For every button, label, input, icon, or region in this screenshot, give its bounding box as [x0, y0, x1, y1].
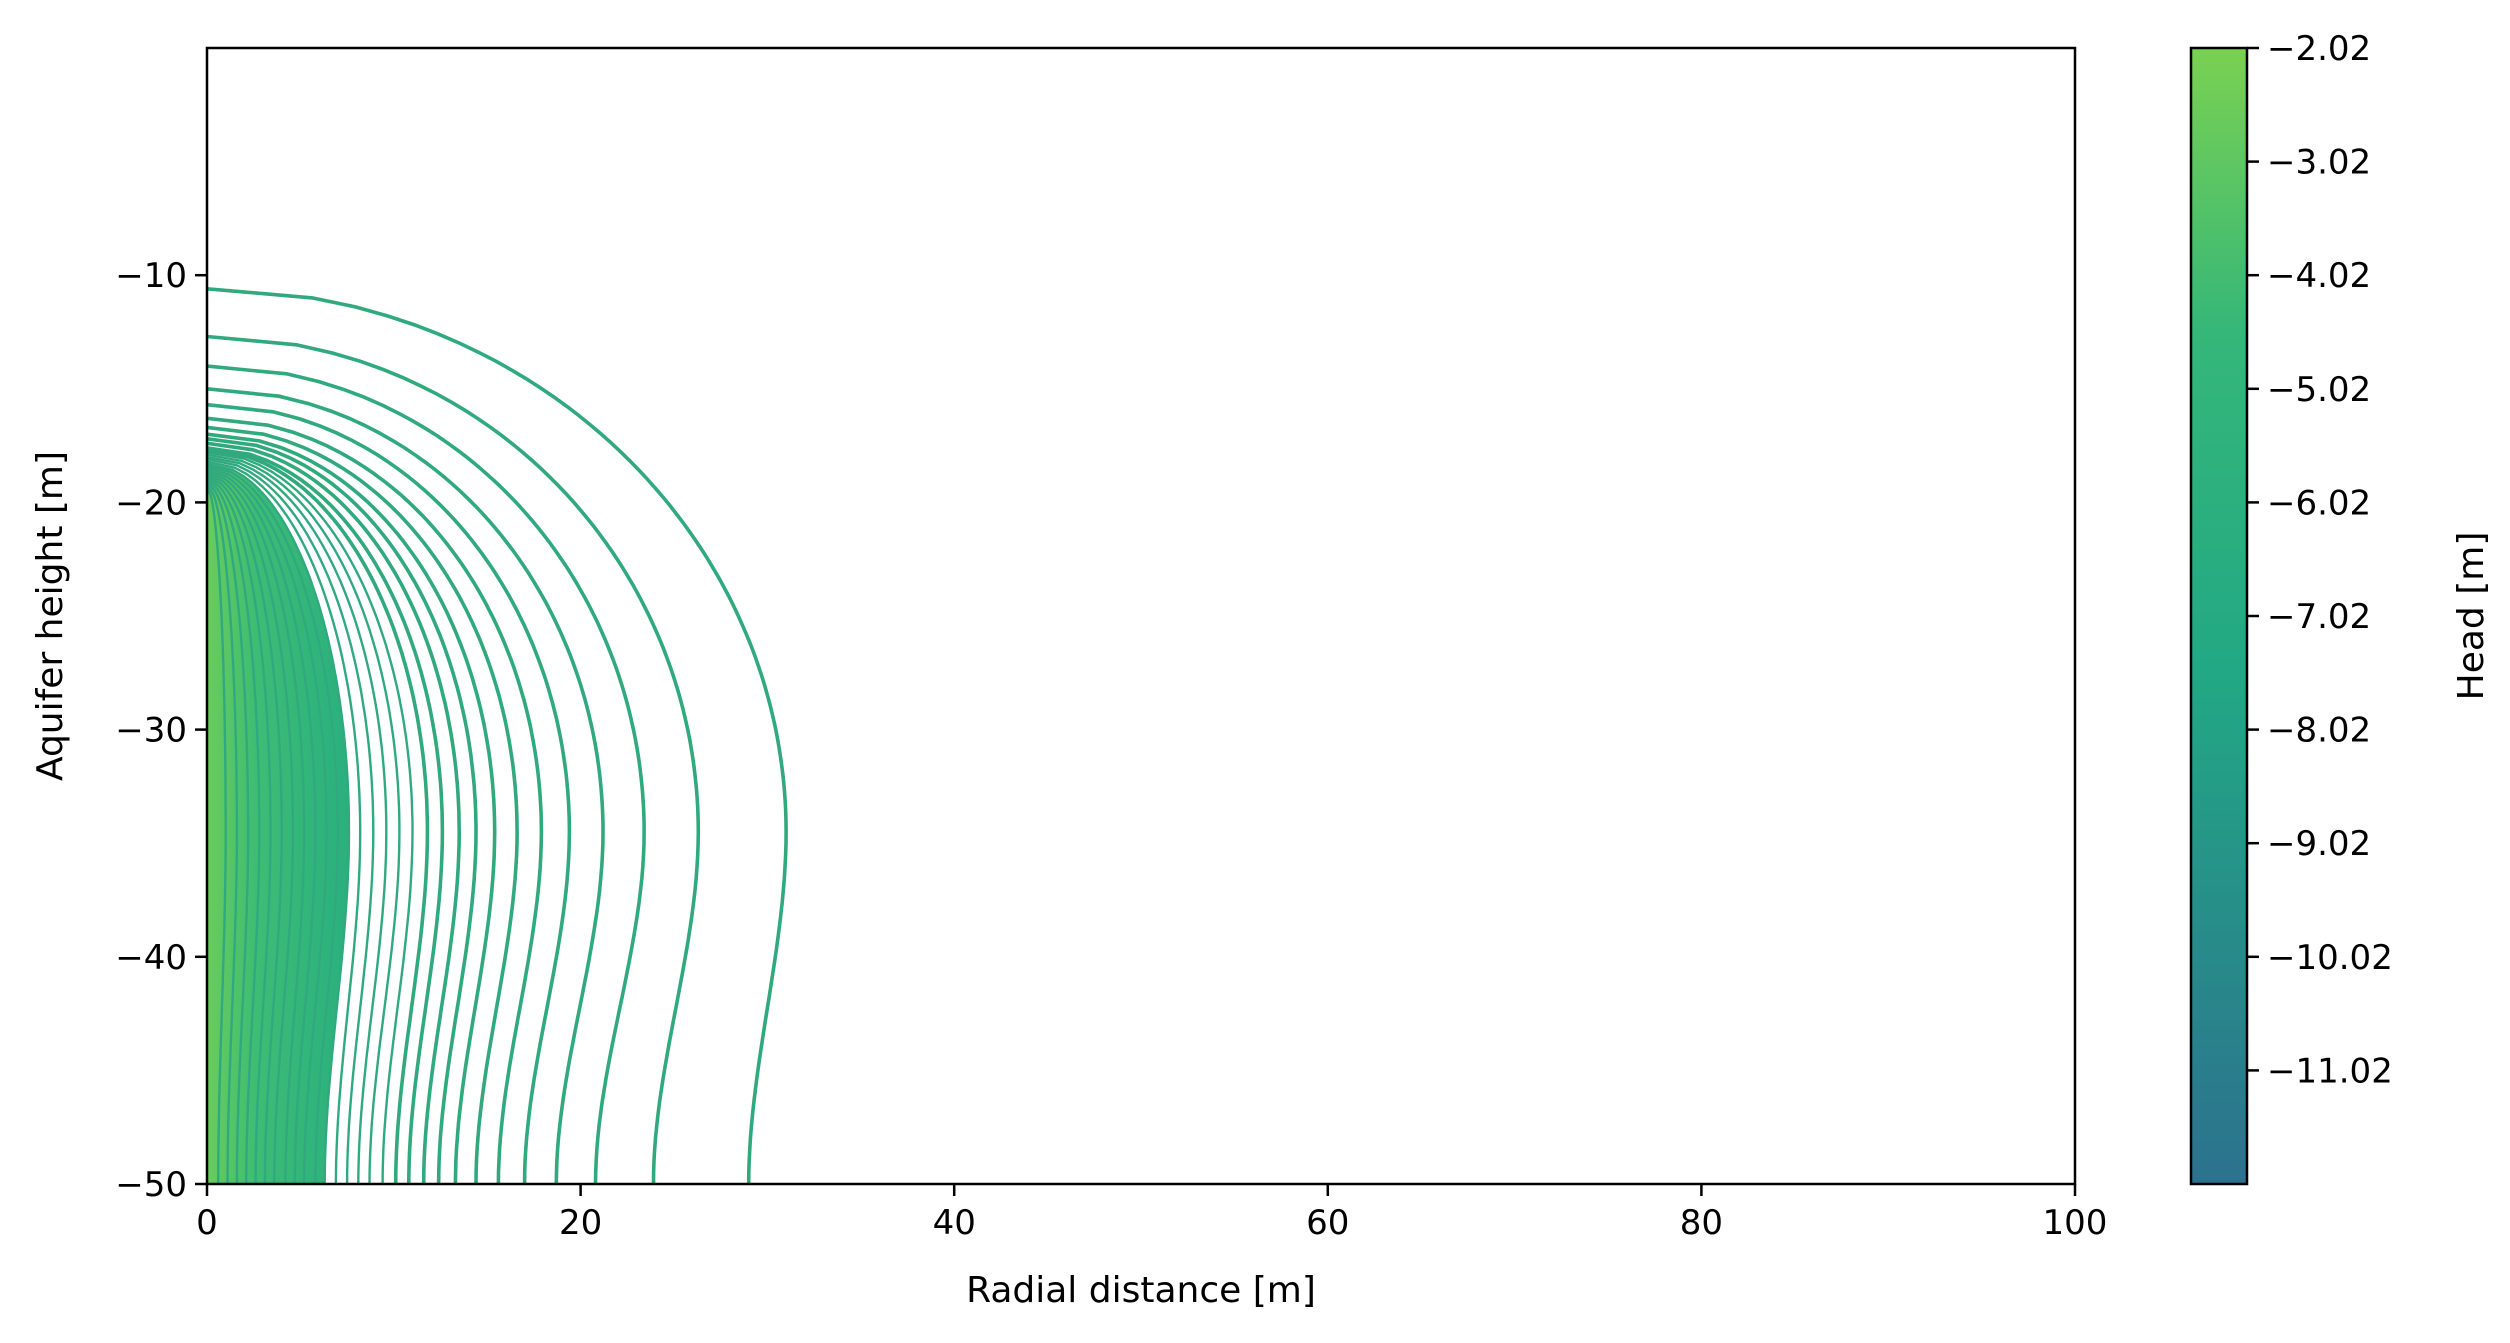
colorbar-label: Head [m]	[2451, 532, 2492, 701]
contour-line	[207, 425, 519, 1184]
x-axis: 0 20 40 60 80 100	[196, 1184, 2107, 1243]
contour-line	[207, 441, 462, 1184]
y-tick-label: −30	[115, 711, 187, 751]
x-tick-label: 80	[1680, 1203, 1723, 1243]
contour-line	[207, 458, 375, 1184]
contour-line	[207, 387, 605, 1184]
contour-line	[207, 402, 572, 1184]
colorbar-tick-label: −6.02	[2267, 483, 2371, 523]
y-tick-label: −50	[115, 1165, 187, 1205]
y-tick-label: −10	[115, 256, 187, 296]
contour-line	[207, 478, 272, 1184]
contour-lines	[207, 287, 788, 1184]
colorbar-tick-label: −2.02	[2267, 29, 2371, 69]
contour-line	[207, 467, 328, 1184]
colorbar-tick-label: −7.02	[2267, 597, 2371, 637]
colorbar: −2.02 −3.02 −4.02 −5.02 −6.02 −7.02 −8.02 −9.02…	[2189, 29, 2492, 1186]
colorbar-tick-label: −9.02	[2267, 824, 2371, 864]
plot-frame	[205, 46, 2077, 1186]
contour-line	[207, 432, 497, 1184]
colorbar-tick-label: −3.02	[2267, 143, 2371, 183]
contour-line	[207, 437, 478, 1184]
contour-line	[207, 471, 306, 1184]
y-axis: −10 −20 −30 −40 −50	[115, 256, 207, 1205]
colorbar-tick-label: −11.02	[2267, 1051, 2393, 1091]
contour-line	[207, 451, 414, 1184]
contour-line	[207, 364, 646, 1184]
contour-line	[207, 476, 283, 1184]
contour-line	[207, 480, 261, 1184]
contour-line	[207, 485, 239, 1184]
colorbar-gradient	[2189, 46, 2249, 1186]
contour-line	[207, 448, 430, 1184]
contour-line	[207, 460, 362, 1184]
contour-line	[207, 464, 340, 1184]
contour-line	[207, 287, 788, 1184]
colorbar-tick-label: −4.02	[2267, 256, 2371, 296]
y-tick-label: −20	[115, 483, 187, 523]
contour-line	[207, 462, 351, 1184]
y-axis-label: Aquifer height [m]	[30, 451, 71, 781]
x-axis-label: Radial distance [m]	[966, 1270, 1316, 1311]
contour-line	[207, 469, 317, 1184]
contour-line	[207, 488, 227, 1184]
colorbar-tick-label: −5.02	[2267, 370, 2371, 410]
colorbar-ticks: −2.02 −3.02 −4.02 −5.02 −6.02 −7.02 −8.02 −9.02…	[2247, 29, 2393, 1091]
contour-line	[207, 453, 401, 1184]
x-tick-label: 40	[933, 1203, 976, 1243]
contour-line	[207, 483, 250, 1184]
colorbar-tick-label: −10.02	[2267, 938, 2393, 978]
x-tick-label: 60	[1306, 1203, 1349, 1243]
plot-area	[207, 287, 788, 1184]
contour-line	[207, 473, 295, 1184]
x-tick-label: 20	[559, 1203, 602, 1243]
x-tick-label: 100	[2043, 1203, 2108, 1243]
contour-line	[207, 446, 445, 1184]
contour-line	[207, 416, 544, 1184]
contour-line	[207, 455, 388, 1184]
y-tick-label: −40	[115, 938, 187, 978]
colorbar-tick-label: −8.02	[2267, 711, 2371, 751]
contour-line	[207, 334, 701, 1184]
x-tick-label: 0	[196, 1203, 218, 1243]
